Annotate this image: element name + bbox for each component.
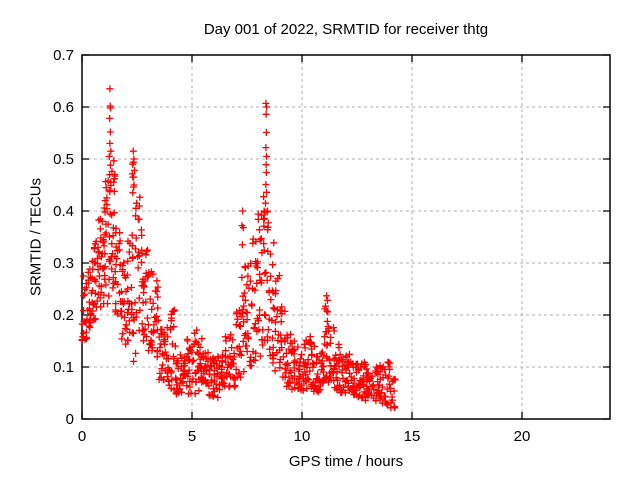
svg-text:0.4: 0.4 <box>53 203 74 220</box>
svg-text:0: 0 <box>66 411 74 428</box>
svg-text:0.7: 0.7 <box>53 47 74 64</box>
svg-text:10: 10 <box>294 428 311 445</box>
svg-text:0.1: 0.1 <box>53 359 74 376</box>
x-axis-label: GPS time / hours <box>288 453 404 470</box>
svg-text:15: 15 <box>404 428 421 445</box>
svg-text:0.6: 0.6 <box>53 99 74 116</box>
svg-text:20: 20 <box>514 428 531 445</box>
chart-title: Day 001 of 2022, SRMTID for receiver tht… <box>203 21 489 38</box>
svg-text:0: 0 <box>78 428 86 445</box>
svg-text:0.3: 0.3 <box>53 255 74 272</box>
svg-text:0.5: 0.5 <box>53 151 74 168</box>
svg-text:0.2: 0.2 <box>53 307 74 324</box>
svg-text:5: 5 <box>188 428 196 445</box>
scatter-points <box>78 85 399 412</box>
